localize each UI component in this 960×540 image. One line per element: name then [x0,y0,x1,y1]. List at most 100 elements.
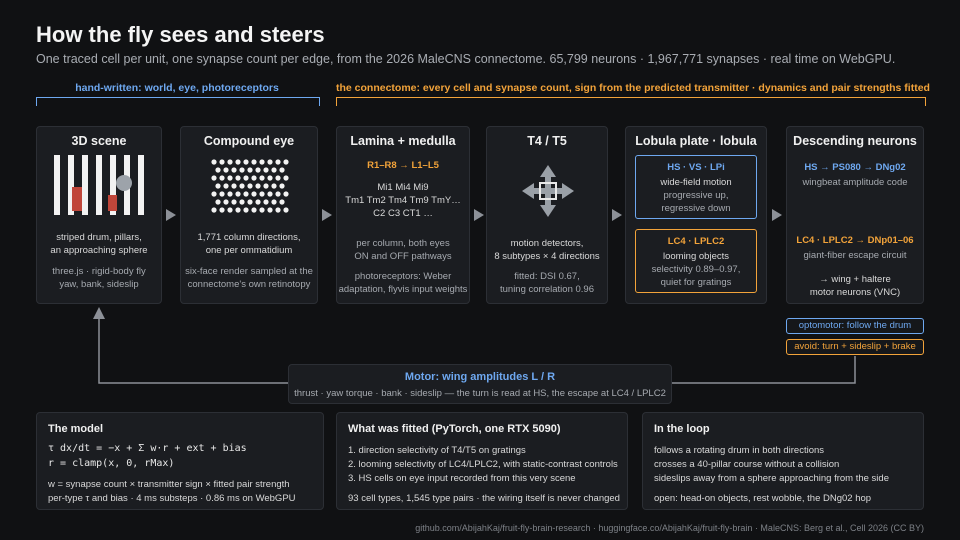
card-descending-neurons: Descending neurons HS → PS080 → DNg02 wi… [786,126,924,304]
dn-highlight-2: LC4 · LPLC2 → DNp01–06 [796,235,914,246]
ommatidium-dot [259,207,265,213]
loop-line-3: sideslips away from a sphere approaching… [654,473,889,484]
ommatidium-dot [283,207,289,213]
ommatidium-dot [267,175,273,181]
ommatidium-dot [215,183,221,189]
arrow-right-icon [166,209,176,221]
hs-vs-lpi-box: HS · VS · LPi wide-field motion progress… [635,155,757,219]
dn-line-4: motor neurons (VNC) [809,287,901,298]
ommatidium-dot [283,191,289,197]
ommatidium-dot [255,199,261,205]
hs-line-3: regressive down [661,203,731,214]
loop-line-2: crosses a 40-pillar course without a col… [654,459,840,470]
ommatidium-dot [275,175,281,181]
ommatidium-dot [227,191,233,197]
scene-muted-1: three.js · rigid-body fly [52,266,146,277]
card-title: Lamina + medulla [350,134,456,148]
ommatidium-dot [279,183,285,189]
ommatidium-dot [275,207,281,213]
ommatidium-dot [211,159,217,165]
ommatidium-dot [263,183,269,189]
ommatidium-dot [223,199,229,205]
scene-line-2: an approaching sphere [50,245,148,256]
eye-muted-1: six-face render sampled at the [185,266,313,277]
ommatidium-dot [235,207,241,213]
ommatidium-dot [255,167,261,173]
ommatidium-dot [271,183,277,189]
ommatidium-dot [279,167,285,173]
ommatidium-dot [283,159,289,165]
card-lamina-medulla: Lamina + medulla R1–R8 → L1–L5 Mi1 Mi4 M… [336,126,470,304]
ommatidium-dot [211,207,217,213]
lamina-highlight: R1–R8 → L1–L5 [367,160,439,171]
ommatidium-dot [231,199,237,205]
bracket-connectome [336,97,926,106]
ommatidium-dot [227,175,233,181]
panel-fitted: What was fitted (PyTorch, one RTX 5090) … [336,412,628,510]
ommatidium-dot [211,175,217,181]
ommatidium-dot [251,159,257,165]
card-title: 3D scene [71,134,127,148]
ommatidium-dot [247,199,253,205]
eye-line-1: 1,771 column directions, [197,232,301,243]
ommatidium-dot [267,159,273,165]
hs-line-2: progressive up, [663,190,729,201]
ommatidium-dot [239,167,245,173]
ommatidium-dot [263,167,269,173]
dn-highlight-1: HS → PS080 → DNg02 [804,162,906,173]
fitted-line-1: 1. direction selectivity of T4/T5 on gra… [348,445,526,456]
panel-model: The model τ dx/dt = −x + Σ w·r + ext + b… [36,412,324,510]
ommatidium-dot [283,175,289,181]
model-line-2: per-type τ and bias · 4 ms substeps · 0.… [48,493,296,504]
eye-muted-2: connectome's own retinotopy [187,279,311,290]
loop-line-4: open: head-on objects, rest wobble, the … [654,493,872,504]
bracket-label-connectome: the connectome: every cell and synapse c… [336,82,930,94]
ommatidium-dot [219,207,225,213]
model-equation-1: τ dx/dt = −x + Σ w·r + ext + bias [48,443,247,454]
ommatidium-dot [239,183,245,189]
lamina-cells-3: C2 C3 CT1 … [373,208,433,219]
page-subtitle: One traced cell per unit, one synapse co… [36,52,896,66]
ommatidium-dot [219,175,225,181]
ommatidium-dot [239,199,245,205]
panel-title: What was fitted (PyTorch, one RTX 5090) [348,423,561,435]
ommatidium-dot [247,167,253,173]
eye-line-2: one per ommatidium [205,245,293,256]
t4-line-1: motion detectors, [510,238,584,249]
dn-line-2: giant-fiber escape circuit [803,250,907,261]
fitted-line-3: 3. HS cells on eye input recorded from t… [348,473,576,484]
ommatidium-dot [267,191,273,197]
ommatidium-dot [259,175,265,181]
card-title: Compound eye [203,134,295,148]
lc4-lplc2-box: LC4 · LPLC2 looming objects selectivity … [635,229,757,293]
panel-title: The model [48,423,104,435]
striped-drum-icon [54,155,144,215]
ommatidium-dot [279,199,285,205]
footer-credits: github.com/AbijahKaj/fruit-fly-brain-res… [415,523,924,533]
model-equation-2: r = clamp(x, 0, rMax) [48,458,175,469]
four-direction-arrows-icon [522,165,574,217]
t4-line-2: 8 subtypes × 4 directions [494,251,600,262]
ommatidium-dot [235,191,241,197]
ommatidium-dot [263,199,269,205]
ommatidium-dot [223,167,229,173]
t4-muted-2: tuning correlation 0.96 [499,284,594,295]
scene-line-1: striped drum, pillars, [56,232,142,243]
ommatidium-dot [215,199,221,205]
page-title: How the fly sees and steers [36,22,325,47]
lamina-muted-1: per column, both eyes [356,238,450,249]
ommatidium-dot [219,191,225,197]
ommatidium-dot [215,167,221,173]
ommatidium-dot [275,159,281,165]
ommatidium-dot [243,191,249,197]
card-3d-scene: 3D scene striped drum, pillars, an appro… [36,126,162,304]
card-compound-eye: Compound eye 1,771 column directions, on… [180,126,318,304]
lc-line-2: selectivity 0.89–0.97, [651,264,741,275]
optomotor-tag: optomotor: follow the drum [786,318,924,334]
hs-line-1: wide-field motion [660,177,732,188]
arrow-right-icon [322,209,332,221]
motor-box: Motor: wing amplitudes L / R thrust · ya… [288,364,672,404]
fitted-line-2: 2. looming selectivity of LC4/LPLC2, wit… [348,459,618,470]
ommatidium-dot [275,191,281,197]
card-lobula: Lobula plate · lobula HS · VS · LPi wide… [625,126,767,304]
